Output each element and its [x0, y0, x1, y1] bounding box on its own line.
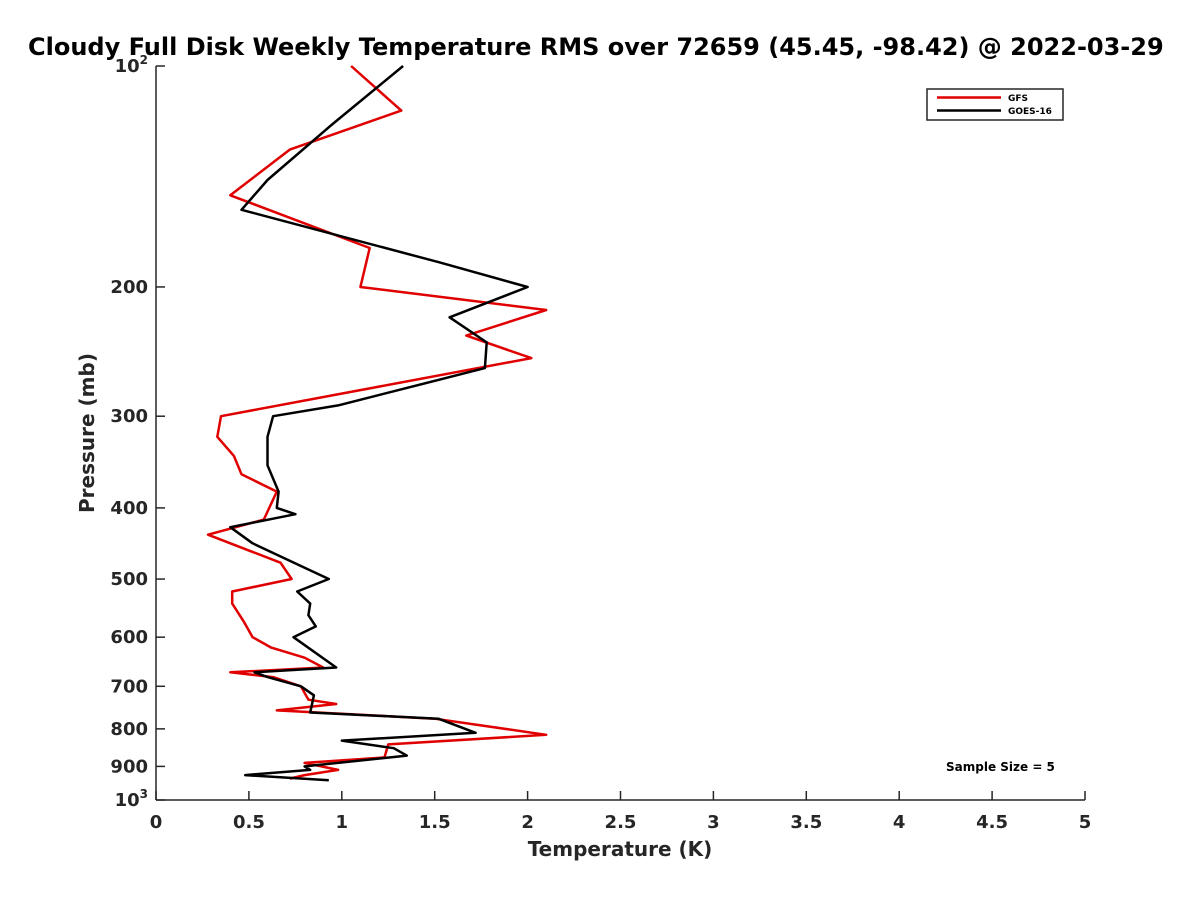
- legend-box: [926, 88, 1064, 121]
- x-tick-label: 5: [1079, 812, 1092, 833]
- y-tick-label: 800: [110, 719, 148, 740]
- x-tick-label: 2: [521, 812, 534, 833]
- legend-label-gfs: GFS: [1008, 94, 1028, 104]
- chart-title: Cloudy Full Disk Weekly Temperature RMS …: [28, 33, 1164, 61]
- series-line-goes16: [229, 65, 529, 782]
- series-line-gfs: [206, 65, 548, 780]
- y-tick-label: 400: [110, 498, 148, 519]
- y-tick-label: 600: [110, 627, 148, 648]
- x-tick-label: 3: [707, 812, 720, 833]
- y-tick-label: 700: [110, 676, 148, 697]
- x-tick-label: 0.5: [233, 812, 265, 833]
- plot-area: 0 0.5 1 1.5 2 2.5 3 3.5 4 4.5 5 102 200 300 400 500 600…: [110, 53, 1091, 833]
- y-tick-label: 103: [115, 787, 148, 811]
- x-tick-label: 4: [893, 812, 906, 833]
- x-tick-label: 4.5: [976, 812, 1008, 833]
- y-tick-label: 500: [110, 569, 148, 590]
- series-lines: [206, 65, 548, 782]
- x-tick-label: 3.5: [790, 812, 822, 833]
- x-ticks: 0 0.5 1 1.5 2 2.5 3 3.5 4 4.5 5: [150, 791, 1092, 833]
- x-tick-label: 0: [150, 812, 163, 833]
- sample-size-annotation: Sample Size = 5: [946, 760, 1055, 774]
- x-tick-label: 2.5: [605, 812, 637, 833]
- y-tick-label: 900: [110, 756, 148, 777]
- y-axis-label: Pressure (mb): [75, 353, 99, 513]
- x-tick-label: 1.5: [419, 812, 451, 833]
- x-axis-label: Temperature (K): [528, 837, 713, 861]
- x-tick-label: 1: [336, 812, 349, 833]
- y-tick-label: 200: [110, 277, 148, 298]
- y-tick-label: 300: [110, 406, 148, 427]
- y-tick-label: 102: [115, 53, 148, 77]
- legend: GFS GOES-16: [926, 88, 1064, 121]
- legend-label-goes16: GOES-16: [1008, 107, 1052, 117]
- y-ticks: 102 200 300 400 500 600 700 800 900 103: [110, 53, 165, 811]
